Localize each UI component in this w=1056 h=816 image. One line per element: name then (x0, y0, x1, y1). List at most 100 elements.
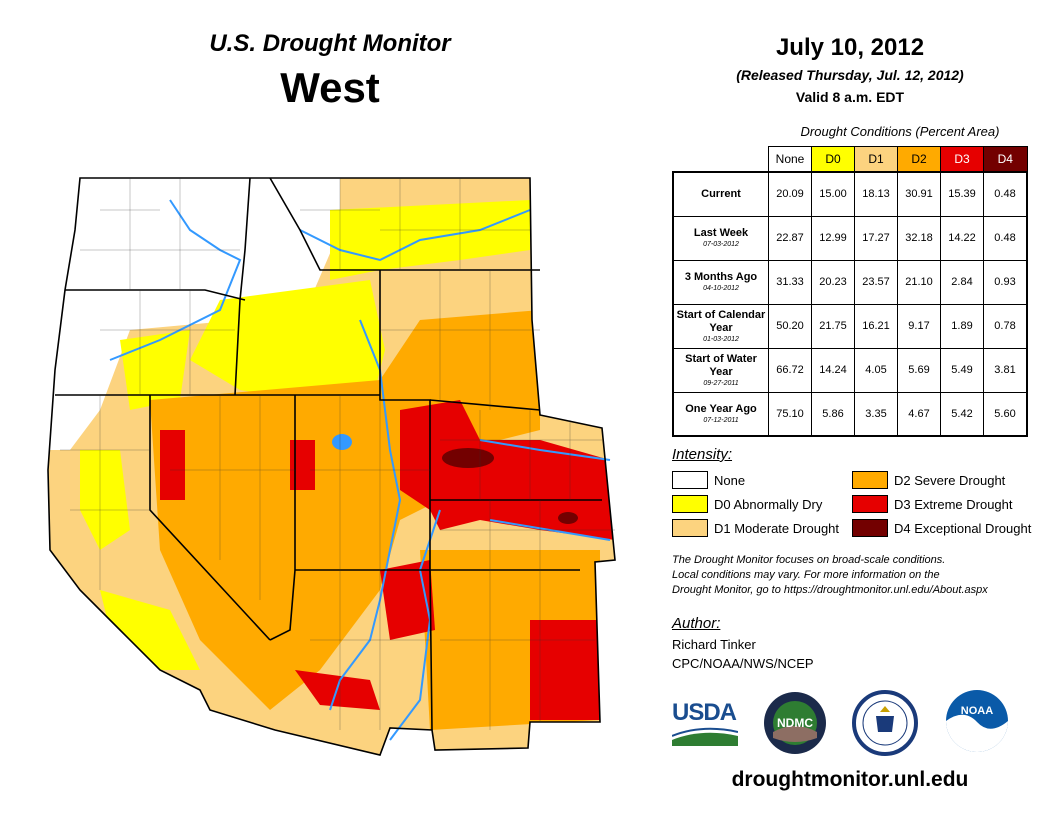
state-borders (47, 177, 616, 756)
table-cell: 3.35 (854, 391, 898, 437)
table-cell: 21.75 (811, 303, 855, 349)
usda-logo-text: USDA (672, 699, 737, 726)
d0-area-california-south (100, 590, 200, 670)
table-row: Current 20.09 15.00 18.13 30.91 15.39 0.… (672, 171, 1028, 217)
d3-area-new-mexico-east (530, 620, 600, 720)
legend-label: D0 Abnormally Dry (714, 496, 823, 512)
disclaimer-note: The Drought Monitor focuses on broad-sca… (672, 553, 1042, 598)
table-cell: 17.27 (854, 215, 898, 261)
table-cell: 16.21 (854, 303, 898, 349)
legend-swatch (852, 471, 888, 489)
table-cell: 30.91 (897, 171, 941, 217)
region-outline (47, 177, 616, 756)
county-lines-nebraska (440, 410, 602, 500)
d4-area-north (442, 448, 494, 468)
drought-map (47, 177, 616, 756)
table-cell: 12.99 (811, 215, 855, 261)
idaho-montana-border (269, 177, 380, 271)
table-row: Start of Water Year 09-27-2011 66.72 14.2… (672, 347, 1028, 393)
county-lines-washington (80, 178, 240, 290)
row-label: Start of Water Year 09-27-2011 (672, 347, 769, 393)
table-cell: 5.49 (940, 347, 984, 393)
col-d2-header: D2 (897, 146, 941, 173)
table-cell: 50.20 (768, 303, 812, 349)
legend-swatch (672, 471, 708, 489)
d3-area-colorado-wyoming (400, 400, 615, 540)
ndmc-logo-land (773, 726, 817, 742)
col-none-header: None (768, 146, 812, 173)
table-cell: 5.69 (897, 347, 941, 393)
table-cell: 9.17 (897, 303, 941, 349)
table-caption: Drought Conditions (Percent Area) (800, 124, 1000, 139)
d3-area-utah (290, 440, 315, 490)
colorado-west-border (429, 500, 433, 731)
valid-time: Valid 8 a.m. EDT (795, 89, 905, 105)
table-cell: 2.84 (940, 259, 984, 305)
county-lines-kansas-colorado (440, 500, 615, 570)
noaa-logo: NOAA (944, 688, 1010, 759)
legend-label: None (714, 472, 746, 488)
legend-column-right: D2 Severe Drought D3 Extreme Drought D4 … (852, 470, 1031, 538)
row-label: Last Week 07-03-2012 (672, 215, 769, 261)
author-label: Author: (672, 615, 721, 632)
table-cell: 5.42 (940, 391, 984, 437)
website-url: droughtmonitor.unl.edu (731, 768, 969, 791)
table-cell: 5.86 (811, 391, 855, 437)
legend-label: D3 Extreme Drought (894, 496, 1013, 512)
table-cell: 14.22 (940, 215, 984, 261)
table-cell: 31.33 (768, 259, 812, 305)
table-cell: 75.10 (768, 391, 812, 437)
table-row: 3 Months Ago 04-10-2012 31.33 20.23 23.57… (672, 259, 1028, 305)
legend-title: Intensity: (672, 446, 733, 463)
table-cell: 4.05 (854, 347, 898, 393)
table-cell: 0.48 (983, 171, 1028, 217)
table-cell: 20.09 (768, 171, 812, 217)
county-lines-new-mexico (440, 570, 595, 730)
table-cell: 14.24 (811, 347, 855, 393)
legend-swatch (852, 495, 888, 513)
note-line: Drought Monitor, go to https://droughtmo… (672, 584, 988, 596)
county-lines-montana (300, 178, 530, 270)
commerce-seal-logo (852, 690, 918, 761)
county-lines (60, 178, 615, 730)
platte-river (479, 439, 611, 461)
wyoming-west-border (379, 270, 431, 500)
columbia-river (109, 199, 242, 361)
noaa-logo-text: NOAA (961, 705, 993, 717)
col-d0-header: D0 (811, 146, 855, 173)
corner-blank (673, 147, 769, 173)
ndmc-logo: NDMC (762, 690, 828, 761)
legend-item-d1: D1 Moderate Drought (672, 518, 839, 538)
map-title: U.S. Drought Monitor (209, 30, 451, 57)
arizona-nevada-border (269, 569, 296, 641)
table-cell: 20.23 (811, 259, 855, 305)
legend-column-left: None D0 Abnormally Dry D1 Moderate Droug… (672, 470, 839, 538)
table-cell: 21.10 (897, 259, 941, 305)
table-cell: 0.93 (983, 259, 1028, 305)
table-row: Start of Calendar Year 01-03-2012 50.20 2… (672, 303, 1028, 349)
author-name: Richard Tinker (672, 637, 756, 652)
table-cell: 1.89 (940, 303, 984, 349)
map-date: July 10, 2012 (775, 34, 925, 61)
table-cell: 5.60 (983, 391, 1028, 437)
wyoming-south-border (429, 399, 541, 411)
d3-area-nevada (160, 430, 185, 500)
col-d3-header: D3 (940, 146, 984, 173)
row-label: Start of Calendar Year 01-03-2012 (672, 303, 769, 349)
row-label: One Year Ago 07-12-2011 (672, 391, 769, 437)
county-lines-utah (310, 395, 430, 570)
table-cell: 23.57 (854, 259, 898, 305)
release-date: (Released Thursday, Jul. 12, 2012) (736, 67, 964, 83)
usda-logo-swoosh (671, 727, 739, 746)
table-cell: 4.67 (897, 391, 941, 437)
table-cell: 18.13 (854, 171, 898, 217)
legend-item-d0: D0 Abnormally Dry (672, 494, 839, 514)
legend-item-none: None (672, 470, 839, 490)
table-row: One Year Ago 07-12-2011 75.10 5.86 3.35 4… (672, 391, 1028, 437)
county-lines-wyoming (380, 270, 540, 410)
county-lines-arizona (310, 570, 430, 730)
usda-logo: USDA (671, 699, 739, 748)
region-title: West (280, 64, 380, 111)
table-cell: 15.00 (811, 171, 855, 217)
idaho-west-border (234, 177, 251, 396)
